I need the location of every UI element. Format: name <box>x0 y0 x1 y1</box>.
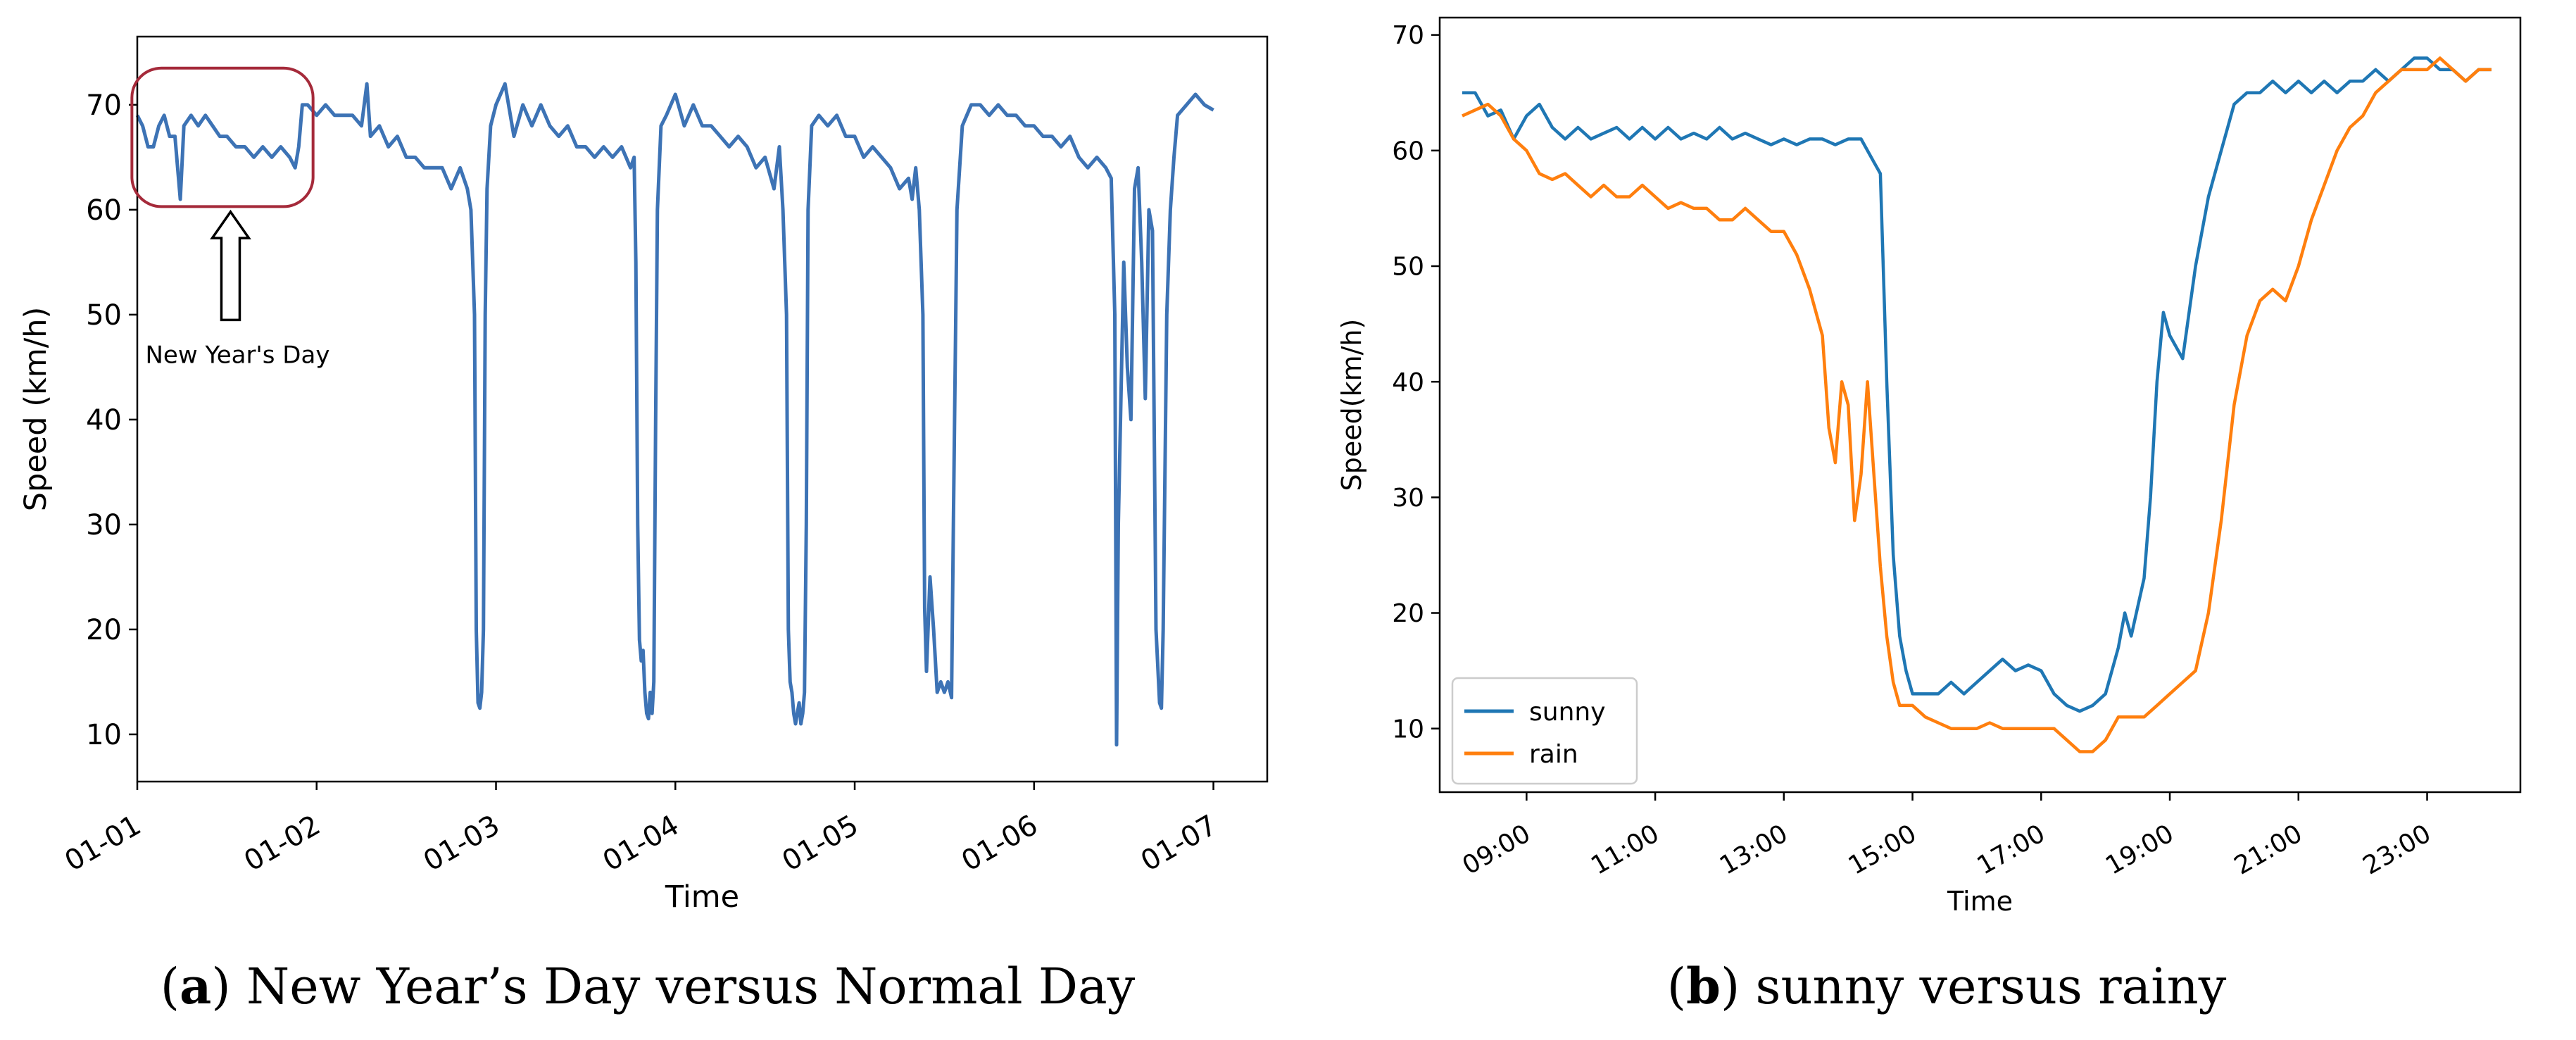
series-line-rain <box>1462 56 2492 753</box>
caption-a: (a) New Year’s Day versus Normal Day <box>161 957 1136 1015</box>
annotation-text: New Year's Day <box>145 341 329 369</box>
y-tick-label: 50 <box>1392 253 1424 282</box>
caption-b-label: b <box>1686 957 1721 1015</box>
new-years-highlight-box <box>130 66 315 208</box>
x-axis-label: Time <box>665 879 739 915</box>
y-axis-label: Speed(km/h) <box>1336 319 1367 491</box>
plot-frame <box>136 35 1269 783</box>
legend-frame <box>1451 677 1638 785</box>
svg-text:(b) sunny versus rainy: (b) sunny versus rainy <box>1667 957 2227 1015</box>
y-tick-label: 50 <box>86 299 122 332</box>
y-tick-label: 60 <box>1392 137 1424 165</box>
y-tick-label: 40 <box>1392 368 1424 397</box>
y-tick-label: 30 <box>86 509 122 541</box>
y-tick-label: 70 <box>86 89 122 122</box>
y-axis-label: Speed (km/h) <box>18 307 54 512</box>
y-tick-label: 30 <box>1392 484 1424 513</box>
caption-b-text: sunny versus rainy <box>1756 958 2227 1015</box>
y-tick-label: 10 <box>1392 715 1424 744</box>
legend-label-rain: rain <box>1529 740 1578 769</box>
y-tick-label: 40 <box>86 404 122 437</box>
plot-frame <box>1438 16 2522 794</box>
svg-text:(a) New Year’s Day versus Norm: (a) New Year’s Day versus Normal Day <box>161 957 1136 1015</box>
series-line-sunny <box>1462 56 2492 713</box>
y-tick-label: 70 <box>1392 21 1424 50</box>
x-axis-label: Time <box>1947 886 2013 917</box>
series-line-series-0 <box>135 82 1214 747</box>
caption-a-text: New Year’s Day versus Normal Day <box>246 958 1136 1015</box>
annotation-arrow <box>210 209 251 322</box>
y-tick-label: 60 <box>86 194 122 227</box>
y-tick-label: 10 <box>86 719 122 751</box>
legend: sunny rain <box>1451 677 1638 785</box>
legend-label-sunny: sunny <box>1529 698 1606 727</box>
y-tick-label: 20 <box>86 614 122 646</box>
caption-a-label: a <box>180 957 211 1015</box>
y-tick-label: 20 <box>1392 599 1424 628</box>
caption-b: (b) sunny versus rainy <box>1667 957 2227 1015</box>
